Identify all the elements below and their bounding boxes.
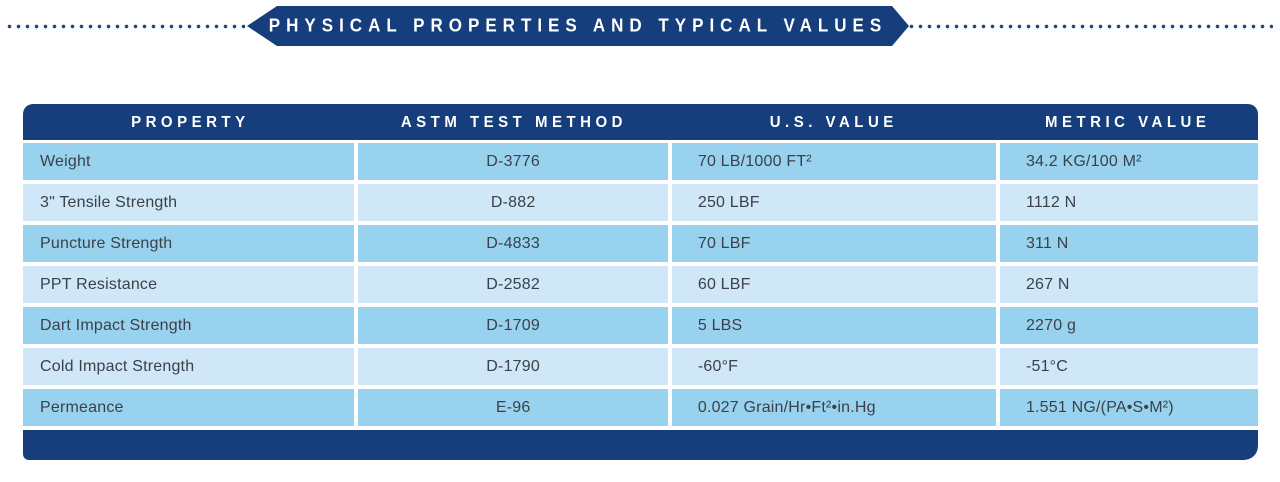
metric-value-cell: 34.2 KG/100 M² — [999, 143, 1258, 180]
table-row: Cold Impact Strength D-1790 -60°F -51°C — [23, 348, 1258, 385]
property-cell: PPT Resistance — [23, 266, 355, 303]
property-cell: Puncture Strength — [23, 225, 355, 262]
us-value-cell: 70 LB/1000 FT² — [671, 143, 996, 180]
property-cell: Dart Impact Strength — [23, 307, 355, 344]
metric-value-cell: 1.551 NG/(PA•S•M²) — [999, 389, 1258, 426]
table-footer-bar — [23, 430, 1258, 460]
table-body: Weight D-3776 70 LB/1000 FT² 34.2 KG/100… — [23, 143, 1258, 426]
column-header-metric-value: METRIC VALUE — [1045, 113, 1211, 131]
astm-cell: E-96 — [358, 389, 668, 426]
dotted-line-right — [909, 23, 1273, 29]
property-cell: Weight — [23, 143, 355, 180]
property-cell: Cold Impact Strength — [23, 348, 355, 385]
property-cell: Permeance — [23, 389, 355, 426]
astm-cell: D-2582 — [358, 266, 668, 303]
properties-table: PROPERTY ASTM TEST METHOD U.S. VALUE MET… — [23, 104, 1258, 460]
metric-value-cell: 1112 N — [999, 184, 1258, 221]
us-value-cell: 70 LBF — [671, 225, 996, 262]
astm-cell: D-882 — [358, 184, 668, 221]
metric-value-cell: 267 N — [999, 266, 1258, 303]
table-header-row: PROPERTY ASTM TEST METHOD U.S. VALUE MET… — [23, 104, 1258, 140]
property-cell: 3" Tensile Strength — [23, 184, 355, 221]
column-header-property: PROPERTY — [131, 113, 250, 131]
astm-cell: D-3776 — [358, 143, 668, 180]
table-row: Dart Impact Strength D-1709 5 LBS 2270 g — [23, 307, 1258, 344]
us-value-cell: 60 LBF — [671, 266, 996, 303]
section-title: PHYSICAL PROPERTIES AND TYPICAL VALUES — [268, 15, 888, 36]
astm-cell: D-1709 — [358, 307, 668, 344]
astm-cell: D-4833 — [358, 225, 668, 262]
astm-cell: D-1790 — [358, 348, 668, 385]
column-header-astm-test-method: ASTM TEST METHOD — [400, 113, 627, 131]
table-row: Permeance E-96 0.027 Grain/Hr•Ft²•in.Hg … — [23, 389, 1258, 426]
banner-ribbon: PHYSICAL PROPERTIES AND TYPICAL VALUES — [247, 6, 909, 46]
table-row: PPT Resistance D-2582 60 LBF 267 N — [23, 266, 1258, 303]
metric-value-cell: 311 N — [999, 225, 1258, 262]
metric-value-cell: -51°C — [999, 348, 1258, 385]
us-value-cell: 250 LBF — [671, 184, 996, 221]
metric-value-cell: 2270 g — [999, 307, 1258, 344]
us-value-cell: 0.027 Grain/Hr•Ft²•in.Hg — [671, 389, 996, 426]
dotted-line-left — [7, 23, 247, 29]
us-value-cell: -60°F — [671, 348, 996, 385]
table-row: Weight D-3776 70 LB/1000 FT² 34.2 KG/100… — [23, 143, 1258, 180]
column-header-us-value: U.S. VALUE — [769, 113, 898, 131]
us-value-cell: 5 LBS — [671, 307, 996, 344]
section-banner: PHYSICAL PROPERTIES AND TYPICAL VALUES — [0, 6, 1280, 46]
table-row: Puncture Strength D-4833 70 LBF 311 N — [23, 225, 1258, 262]
table-row: 3" Tensile Strength D-882 250 LBF 1112 N — [23, 184, 1258, 221]
